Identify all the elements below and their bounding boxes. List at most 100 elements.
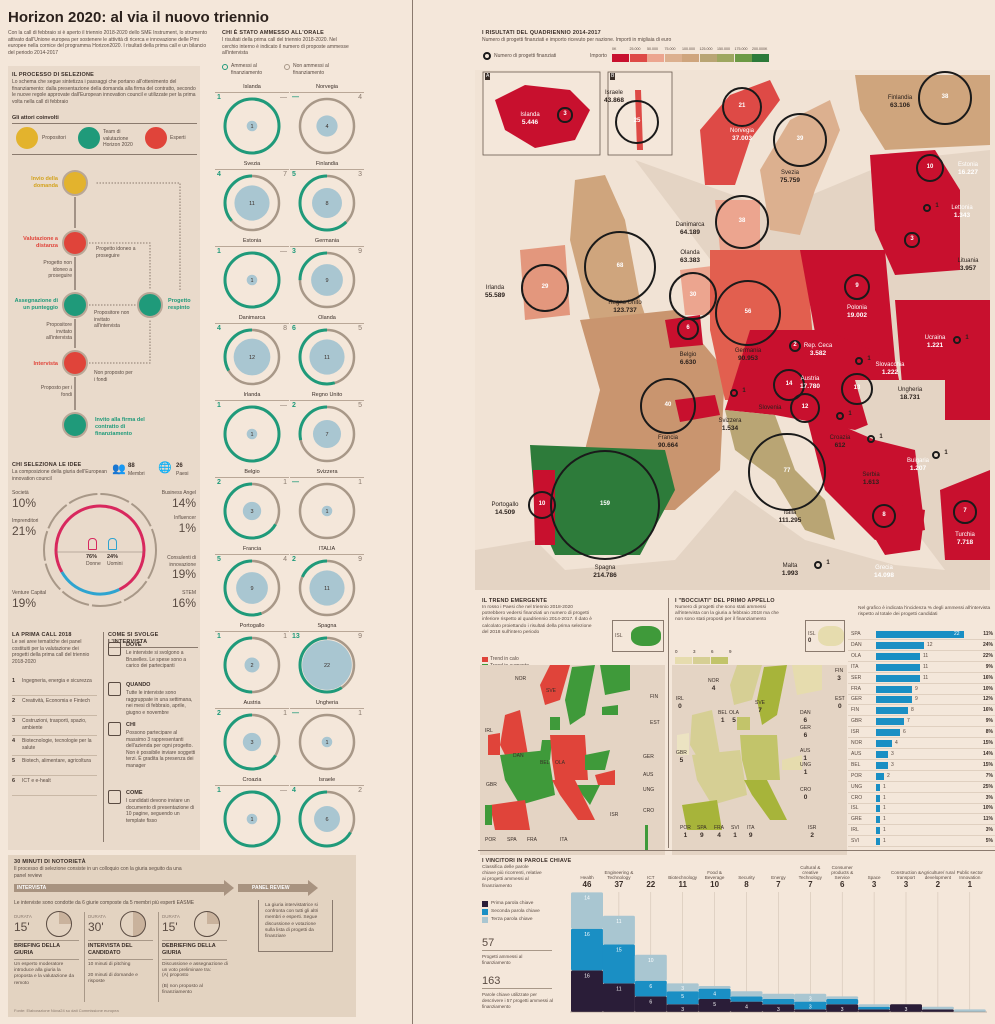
country-map-label: Slovenia [758, 405, 781, 412]
country-result-card: Danimarca 4 8 12 [215, 315, 289, 391]
keyword-total: 6 [839, 880, 845, 889]
not-admitted-count: 3 [358, 171, 362, 178]
rejected-scale-swatch [693, 657, 710, 664]
keyword-bar-segment [730, 1001, 763, 1012]
result-ring: 8 [298, 174, 356, 232]
project-count-circle: 68 [583, 230, 657, 304]
country-iceland [495, 85, 590, 148]
bar-label: GER [851, 696, 862, 703]
bar [876, 750, 888, 758]
country-code: IRL [676, 696, 684, 702]
admitted-arc [223, 97, 281, 155]
document-icon [108, 790, 121, 804]
keyword-segment-value: 5 [713, 1002, 716, 1008]
country-amount: 16.227 [958, 168, 978, 176]
country-map-label: Finlandia 63.106 [888, 95, 912, 109]
rejected-scale-tick: 9 [729, 649, 732, 654]
admitted-count: 6 [292, 325, 296, 332]
interviewed-count: 1 [250, 278, 253, 284]
trend-down-label: Trend in calo [490, 656, 519, 662]
admitted-count: 2 [217, 479, 221, 486]
keyword-bar-segment [698, 988, 731, 999]
bar-value: 7 [907, 718, 910, 725]
country-map-label: Grecia 14.098 [874, 565, 894, 579]
country-result-card: Islanda 1—1 [215, 84, 289, 160]
jury-segment-value: 19% [12, 595, 37, 610]
row-rule [848, 726, 995, 728]
interviewed-count: 4 [325, 124, 328, 130]
project-count: 1 [965, 334, 969, 341]
map-text: Numero di progetti finanziati e importo … [482, 37, 672, 43]
step-label: Invito alla firma del contratto di finan… [95, 417, 145, 438]
jury-segment: Imprenditori 21% [12, 518, 67, 537]
country-amount: 63.106 [890, 101, 910, 109]
country-map-label: Austria 17.780 [800, 376, 820, 390]
project-count: 68 [616, 263, 624, 270]
country-baltics [870, 150, 960, 275]
admitted-arc [223, 328, 281, 386]
interviewed-count: 7 [325, 432, 328, 438]
keyword-bar-segment [666, 1004, 699, 1012]
rejected-count: 1 [720, 716, 725, 724]
page-title: Horizon 2020: al via il nuovo triennio [8, 9, 269, 26]
trend-country-label: SPA [507, 837, 517, 843]
interviewed-disc [312, 419, 342, 449]
keyword-bar-segment [571, 892, 603, 929]
flow-note: Propositore non invitato all'intervista [94, 310, 130, 329]
keyword-total: 3 [871, 880, 877, 889]
rejected-scale-swatch [711, 657, 728, 664]
row-rule [848, 813, 995, 815]
country-amount: 6.630 [679, 358, 697, 366]
legend-swatch [482, 917, 488, 923]
keyword-segment-value: 16 [584, 932, 590, 938]
country-name: Svezia [215, 161, 289, 171]
country-map-label: Irlanda 55.589 [485, 285, 505, 299]
rejected-count: 1 [803, 768, 808, 776]
rejected-count: 2 [810, 831, 814, 839]
admitted-count: 1 [217, 402, 221, 409]
country-result-card: Germania 3 9 9 [290, 238, 364, 314]
country-map-label: Francia 90.664 [658, 435, 678, 449]
clock-icon [194, 911, 220, 937]
country-name: Irlanda [485, 285, 505, 291]
country-name: Slovenia [758, 405, 782, 411]
country-map-label: Lituania 3.957 [957, 258, 978, 272]
project-count-circle: 25 [615, 100, 659, 144]
rejected-country-label: SVI 1 [731, 825, 739, 840]
country-amount: 1.613 [862, 478, 880, 486]
country-result-card: Norvegia — 4 4 [290, 84, 364, 160]
result-ring: 11 [223, 174, 281, 232]
bar-row: SER 11 16% [848, 674, 995, 684]
area-label: Biotecnologie, tecnologie per la salute [22, 738, 92, 751]
project-count-circle: 1 [729, 388, 746, 398]
interview-item-title: Quando [126, 682, 151, 688]
admitted-arc [223, 251, 281, 309]
bar-label: UNG [851, 783, 863, 790]
row-rule [848, 639, 995, 640]
project-count-circle: 1 [922, 203, 939, 213]
keyword-segment-value: 5 [681, 994, 684, 1000]
project-count: 14 [785, 381, 793, 388]
arrow-head [224, 880, 234, 896]
bar [876, 827, 880, 835]
keyword-segment-value: 3 [905, 1007, 908, 1013]
process-panel [8, 66, 200, 850]
phase-title: Briefing della giuria [14, 940, 79, 961]
bar [876, 729, 900, 737]
bar-row: GRE 1 11% [848, 815, 995, 826]
rejected-count: 0 [678, 702, 682, 710]
rejected-country-label: GER 6 [800, 725, 811, 740]
rejected-count: 9 [700, 831, 704, 839]
rejected-title: I "bocciati" del primo appello [675, 598, 775, 604]
admitted-text: I risultati della prima call del trienni… [222, 37, 349, 56]
actor-label: Esperti [170, 135, 186, 141]
country-name: Austria [800, 376, 820, 382]
rejected-country-label: AUS 1 [800, 748, 810, 763]
country-amount: 19.002 [847, 311, 867, 319]
bar [876, 718, 904, 726]
interviewed-count: 8 [325, 201, 328, 207]
keyword-total: 1 [967, 880, 973, 889]
country-name: Bulgaria [906, 458, 930, 464]
page-divider [412, 0, 413, 1024]
keyword-bar-segment [730, 991, 763, 997]
